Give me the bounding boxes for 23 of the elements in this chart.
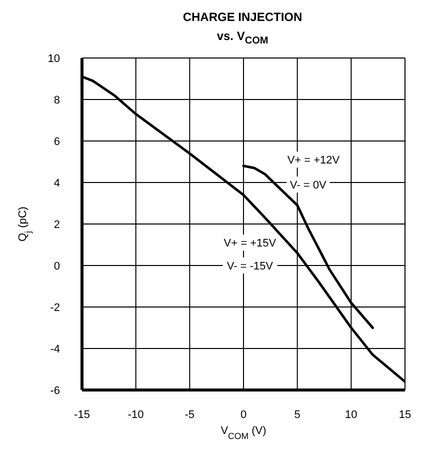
y-tick-label: 8 — [54, 94, 60, 107]
y-tick-label: 2 — [54, 219, 60, 232]
x-tick-label: -5 — [184, 409, 195, 422]
x-axis-title: V$_{COM}$ (V) — [220, 425, 266, 442]
chart-subtitle: vs. V$_{COM}$ — [216, 28, 270, 48]
annotation: V- = -15V — [226, 260, 274, 273]
x-tick-label: -10 — [128, 409, 144, 422]
annotation: V+ = +12V — [287, 155, 340, 168]
y-tick-label: 0 — [54, 260, 60, 273]
x-tick-label: 10 — [345, 409, 358, 422]
y-tick-label: -4 — [50, 344, 60, 356]
y-tick-label: 10 — [48, 53, 60, 66]
y-tick-label: -2 — [50, 302, 60, 314]
annotation: V+ = +15V — [224, 238, 277, 250]
annotation: V- = 0V — [290, 180, 327, 192]
y-tick-label: 4 — [54, 178, 60, 190]
y-tick-label: 6 — [54, 136, 60, 148]
x-tick-label: 15 — [398, 409, 412, 422]
x-tick-label: 5 — [294, 409, 300, 422]
chart-title: CHARGE INJECTION — [182, 9, 304, 26]
x-tick-label: -15 — [74, 409, 90, 422]
y-tick-label: -6 — [50, 385, 60, 398]
x-tick-label: 0 — [240, 409, 247, 422]
